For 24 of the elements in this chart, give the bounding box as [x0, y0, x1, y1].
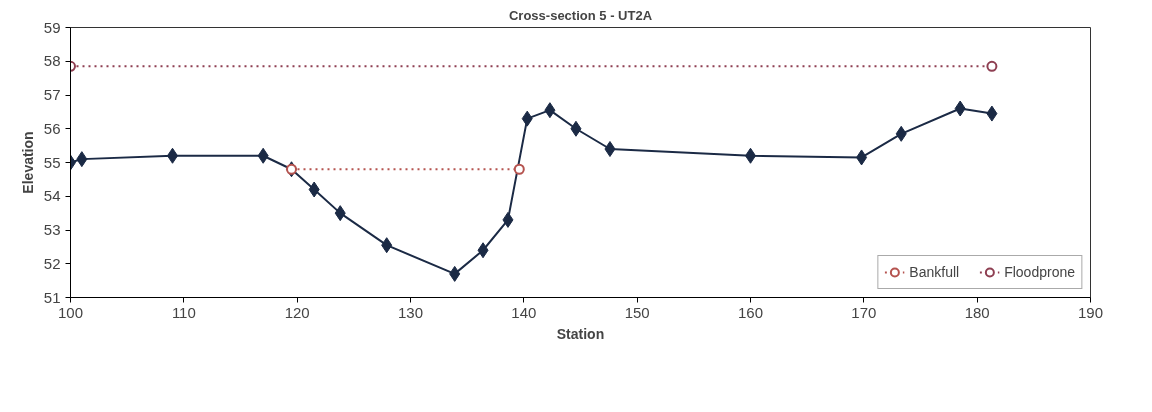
legend-label: Bankfull	[909, 264, 960, 280]
y-tick-label: 56	[43, 119, 61, 137]
y-tick-label: 58	[43, 52, 61, 70]
y-tick-label: 52	[43, 254, 61, 272]
y-tick-label: 53	[43, 221, 61, 238]
legend-label: Floodprone	[1004, 264, 1075, 280]
x-tick-label: 160	[737, 303, 764, 321]
x-tick-label: 100	[57, 303, 84, 321]
y-tick-label: 51	[43, 288, 61, 306]
x-tick-label: 140	[511, 303, 537, 321]
x-tick-label: 180	[964, 303, 990, 321]
y-tick-label: 57	[43, 86, 61, 103]
x-tick-label: 170	[851, 303, 877, 321]
x-tick-label: 150	[624, 303, 650, 321]
y-tick-label: 59	[43, 18, 61, 36]
x-tick-label: 120	[284, 303, 310, 321]
chart-title: Cross-section 5 - UT2A	[508, 7, 653, 23]
x-tick-label: 110	[171, 303, 196, 321]
y-axis-title: Elevation	[19, 131, 36, 194]
x-axis-title: Station	[556, 325, 605, 342]
x-tick-label: 190	[1077, 303, 1104, 321]
y-tick-label: 55	[43, 153, 61, 171]
y-tick-label: 54	[43, 187, 61, 205]
x-tick-label: 130	[397, 303, 424, 321]
